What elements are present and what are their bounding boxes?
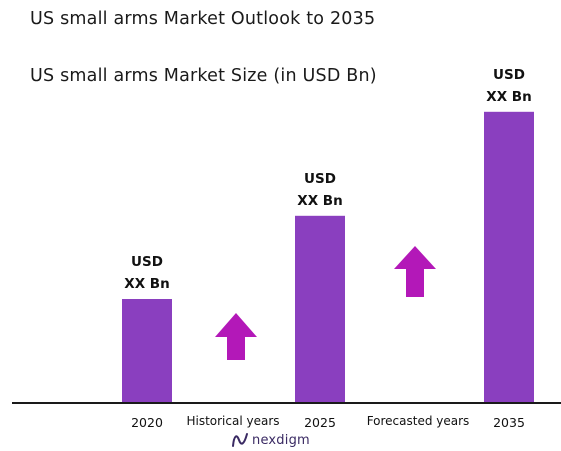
forecasted-years-label: Forecasted years [367, 414, 470, 428]
bar-data-label: XX Bn [124, 276, 169, 292]
bar-data-label: USD [131, 254, 163, 270]
nexdigm-logo-icon [232, 433, 248, 447]
bar-data-label: XX Bn [297, 193, 342, 209]
growth-arrow-icon [215, 313, 257, 360]
chart-title: US small arms Market Outlook to 2035 [30, 9, 376, 29]
x-tick-label: 2035 [493, 415, 525, 430]
x-tick-label: 2025 [304, 415, 336, 430]
bar-data-label: USD [493, 67, 525, 83]
historical-years-label: Historical years [186, 414, 279, 428]
bar-2035 [484, 111, 534, 404]
chart-subtitle: US small arms Market Size (in USD Bn) [30, 66, 377, 86]
nexdigm-logo: nexdigm [231, 430, 310, 450]
logo-text: nexdigm [252, 432, 310, 448]
bar-2020 [122, 299, 172, 403]
bar-data-label: XX Bn [486, 89, 531, 105]
growth-arrow-icon [394, 246, 436, 297]
bar-2025 [295, 215, 345, 403]
x-tick-label: 2020 [131, 415, 163, 430]
bar-data-label: USD [304, 171, 336, 187]
